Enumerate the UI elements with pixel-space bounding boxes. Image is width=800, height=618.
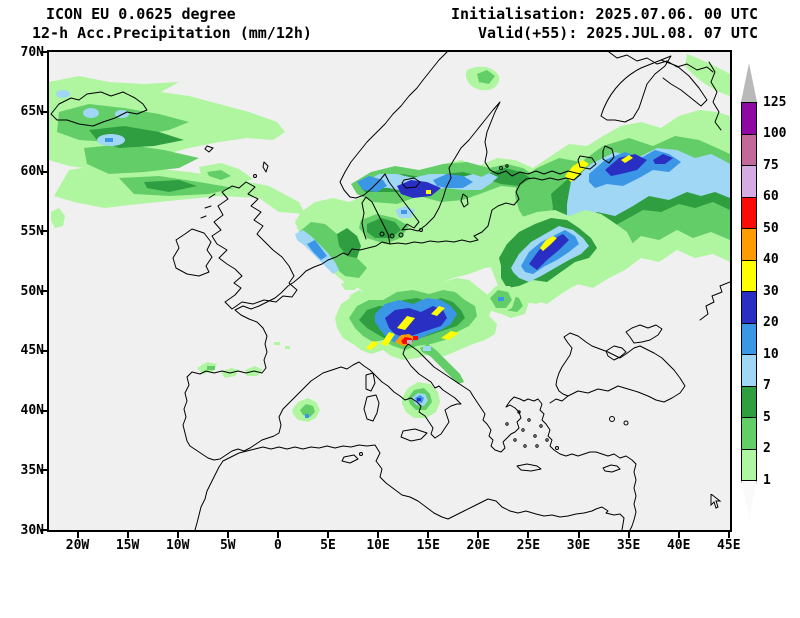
lon-tick-mark [527,530,530,538]
lat-tick-label: 70N [20,44,44,60]
lat-tick-label: 30N [20,522,44,538]
lat-tick-mark [41,409,49,412]
lat-tick-mark [41,290,49,292]
lat-tick-mark [41,230,49,233]
colorbar-level-label: 7 [763,378,771,393]
lon-tick-label: 10E [366,538,390,553]
colorbar-level-label: 20 [763,315,779,330]
lat-tick-mark [41,110,49,113]
mouse-cursor-icon [710,494,722,509]
colorbar-cell [741,322,757,355]
colorbar-cell [741,196,757,229]
colorbar-cell [741,228,757,261]
lon-tick-label: 30E [566,538,591,553]
lat-tick-label: 60N [20,164,44,179]
europe-precipitation-map [49,51,731,531]
lon-tick-mark [176,530,179,538]
colorbar-level-label: 125 [763,94,787,110]
lon-tick-mark [126,530,129,538]
colorbar-cell [741,259,757,292]
lon-tick-mark [477,530,480,538]
colorbar-level-label: 75 [763,157,779,173]
lon-tick-mark [226,530,229,538]
map-frame [47,50,732,532]
lat-tick-mark [41,51,49,53]
colorbar-cell [741,385,757,418]
lon-tick-label: 20W [65,538,90,553]
lon-tick-mark [577,530,580,538]
colorbar-cell [741,165,757,198]
lon-tick-label: 10W [165,538,190,553]
product-title: 12-h Acc.Precipitation (mm/12h) [32,24,312,42]
lon-tick-mark [327,530,329,538]
colorbar-level-label: 50 [763,220,779,236]
initialisation-time: Initialisation: 2025.07.06. 00 UTC [450,5,758,23]
lon-tick-mark [276,530,279,538]
lon-tick-label: 45E [717,538,741,553]
lat-tick-label: 35N [20,462,44,478]
lon-tick-mark [727,530,730,538]
colorbar-cell [741,291,757,324]
colorbar-cell [741,448,757,481]
lon-tick-label: 5E [320,538,336,553]
colorbar-under-triangle [741,480,757,517]
colorbar-level-label: 2 [763,441,771,456]
lon-tick-label: 40E [666,538,691,553]
lat-tick-label: 55N [20,223,44,239]
lat-tick-label: 50N [20,283,44,299]
lon-tick-label: 15E [416,538,440,553]
lon-tick-mark [76,530,79,538]
lat-tick-mark [41,170,49,173]
lat-tick-label: 40N [20,403,44,418]
colorbar-level-label: 10 [763,346,779,362]
colorbar-cell [741,133,757,166]
lon-tick-label: 20E [466,538,491,553]
lon-tick-mark [627,530,630,538]
lon-tick-mark [677,530,680,538]
colorbar-level-label: 40 [763,252,779,267]
lat-tick-mark [41,349,49,352]
colorbar-cell [741,354,757,387]
colorbar-level-label: 60 [763,189,779,204]
lon-tick-label: 5W [219,538,236,553]
lon-tick-mark [427,530,430,538]
lon-tick-mark [377,530,380,538]
model-title: ICON EU 0.0625 degree [46,5,236,23]
colorbar-over-triangle [741,63,757,102]
lat-tick-mark [41,469,49,472]
lat-tick-mark [41,529,49,531]
colorbar-level-label: 1 [763,472,771,488]
colorbar-cell [741,417,757,450]
colorbar-level-label: 30 [763,283,779,299]
lat-tick-label: 45N [20,343,44,359]
lon-tick-label: 15W [115,538,140,553]
precipitation-shading [49,54,730,422]
lon-tick-label: 25E [516,538,541,553]
coastlines [50,51,731,531]
lat-tick-label: 65N [20,104,44,120]
valid-time: Valid(+55): 2025.JUL.08. 07 UTC [478,24,758,42]
colorbar-cell [741,102,757,135]
lon-tick-label: 35E [616,538,641,553]
colorbar-level-label: 100 [763,126,787,141]
lon-tick-label: 0 [273,538,282,553]
colorbar-level-label: 5 [763,409,771,425]
